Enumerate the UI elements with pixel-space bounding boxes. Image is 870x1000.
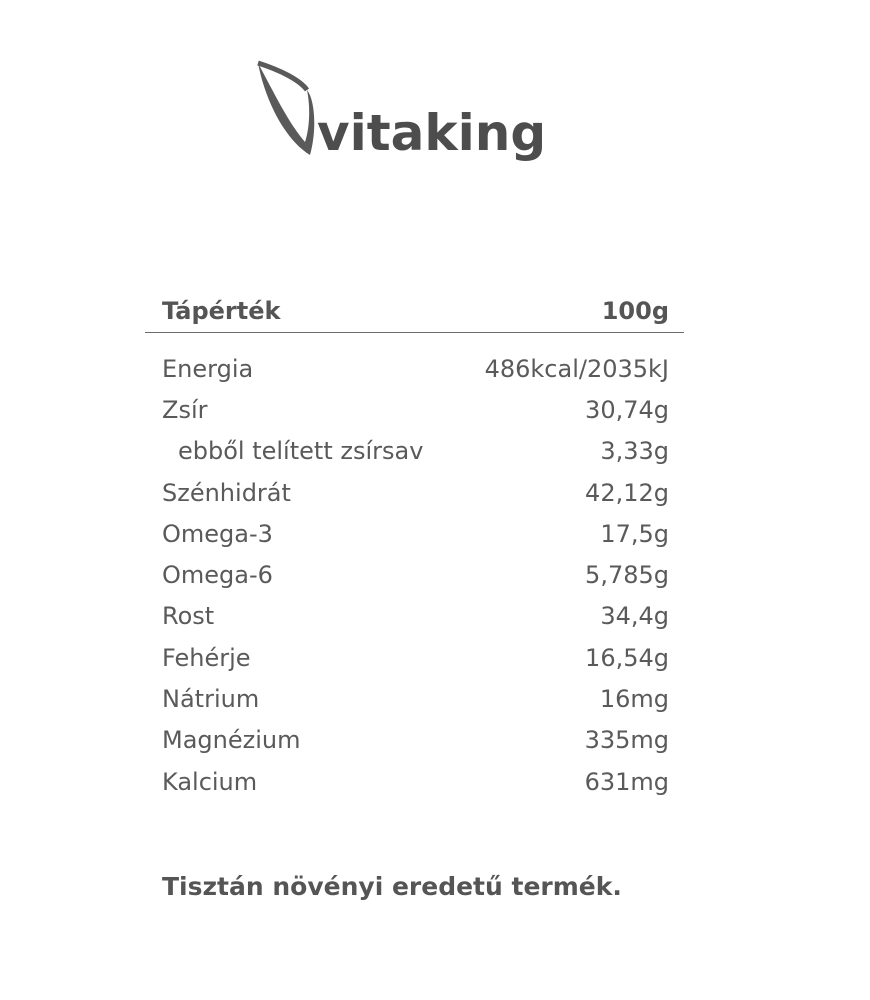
row-label: Szénhidrát [162, 478, 291, 507]
vitaking-logo: vitaking [255, 60, 547, 170]
row-label: Magnézium [162, 726, 301, 755]
table-header: Tápérték 100g [145, 290, 684, 333]
table-row: Rost 34,4g [145, 596, 684, 637]
table-row: Fehérje 16,54g [145, 637, 684, 678]
row-label: Energia [162, 354, 254, 383]
row-value: 631mg [584, 767, 669, 796]
row-label: Omega-3 [162, 519, 273, 548]
row-label: Kalcium [162, 767, 258, 796]
table-row: Omega-3 17,5g [145, 513, 684, 554]
table-row: Energia 486kcal/2035kJ [145, 348, 684, 389]
header-value: 100g [601, 297, 669, 325]
row-label: ebből telített zsírsav [178, 437, 424, 466]
row-value: 5,785g [585, 561, 669, 590]
row-value: 16,54g [585, 643, 669, 672]
table-row: Magnézium 335mg [145, 720, 684, 761]
table-row: Szénhidrát 42,12g [145, 472, 684, 513]
row-value: 30,74g [585, 395, 669, 424]
row-value: 42,12g [585, 478, 669, 507]
row-value: 16mg [599, 685, 669, 714]
row-value: 486kcal/2035kJ [484, 354, 669, 383]
row-label: Omega-6 [162, 561, 273, 590]
table-row: Kalcium 631mg [145, 761, 684, 802]
table-rows: Energia 486kcal/2035kJ Zsír 30,74g ebből tel… [145, 333, 684, 802]
row-label: Nátrium [162, 685, 260, 714]
footer-note: Tisztán növényi eredetű termék. [162, 872, 622, 901]
leaf-icon [257, 60, 315, 155]
row-value: 34,4g [600, 602, 669, 631]
row-label: Zsír [162, 395, 208, 424]
row-label: Rost [162, 602, 215, 631]
header-label: Tápérték [162, 297, 281, 325]
nutrition-table: Tápérték 100g Energia 486kcal/2035kJ Zsír 3… [145, 290, 684, 802]
table-row: Nátrium 16mg [145, 678, 684, 719]
table-row: Zsír 30,74g [145, 389, 684, 430]
row-label: Fehérje [162, 643, 251, 672]
table-row: ebből telített zsírsav 3,33g [145, 431, 684, 472]
row-value: 17,5g [600, 519, 669, 548]
logo-wordmark: vitaking [317, 104, 547, 162]
row-value: 3,33g [600, 437, 669, 466]
table-row: Omega-6 5,785g [145, 554, 684, 595]
row-value: 335mg [584, 726, 669, 755]
